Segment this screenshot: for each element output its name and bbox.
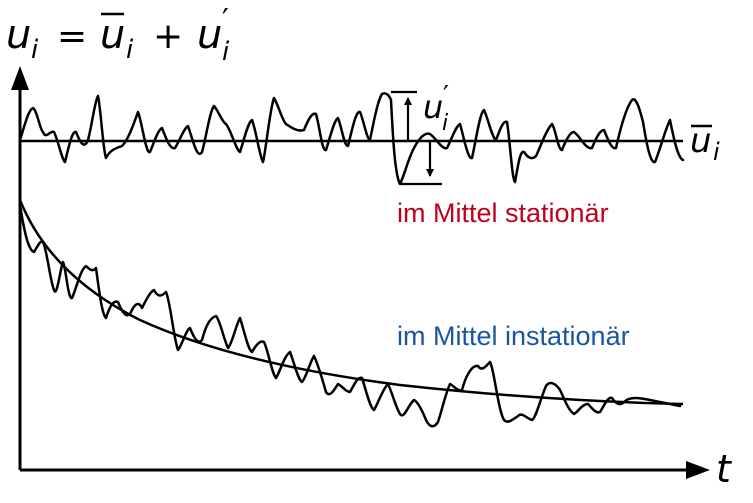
fluct-prime: ′ xyxy=(443,81,449,111)
stationary-signal xyxy=(18,92,685,186)
instationary-signal xyxy=(18,203,682,428)
mean-label: u i xyxy=(690,121,720,166)
instationary-mean-curve xyxy=(18,199,684,406)
eq-prime: ′ xyxy=(222,3,229,38)
eq-uprime-subscript: i xyxy=(222,37,230,67)
fluct-u: u xyxy=(423,88,443,126)
instationary-label: im Mittel instationär xyxy=(397,321,630,351)
eq-plus: + xyxy=(153,16,183,57)
eq-u-subscript: i xyxy=(31,35,39,65)
mean-subscript: i xyxy=(713,138,720,166)
mean-u: u xyxy=(690,121,712,161)
eq-uprime: u xyxy=(197,12,222,58)
y-axis-arrowhead xyxy=(11,66,29,90)
eq-ubar: u xyxy=(100,12,125,58)
t-axis-label: t xyxy=(716,447,733,491)
eq-equals: = xyxy=(57,16,87,57)
stationary-label: im Mittel stationär xyxy=(397,198,609,228)
equation: u i = u i + u ′ i xyxy=(6,3,230,67)
fluctuation-label: u ′ i xyxy=(423,81,449,136)
x-axis-arrowhead xyxy=(686,461,710,479)
eq-ubar-subscript: i xyxy=(126,35,134,65)
eq-u: u xyxy=(6,12,31,58)
fluct-subscript: i xyxy=(442,111,448,136)
